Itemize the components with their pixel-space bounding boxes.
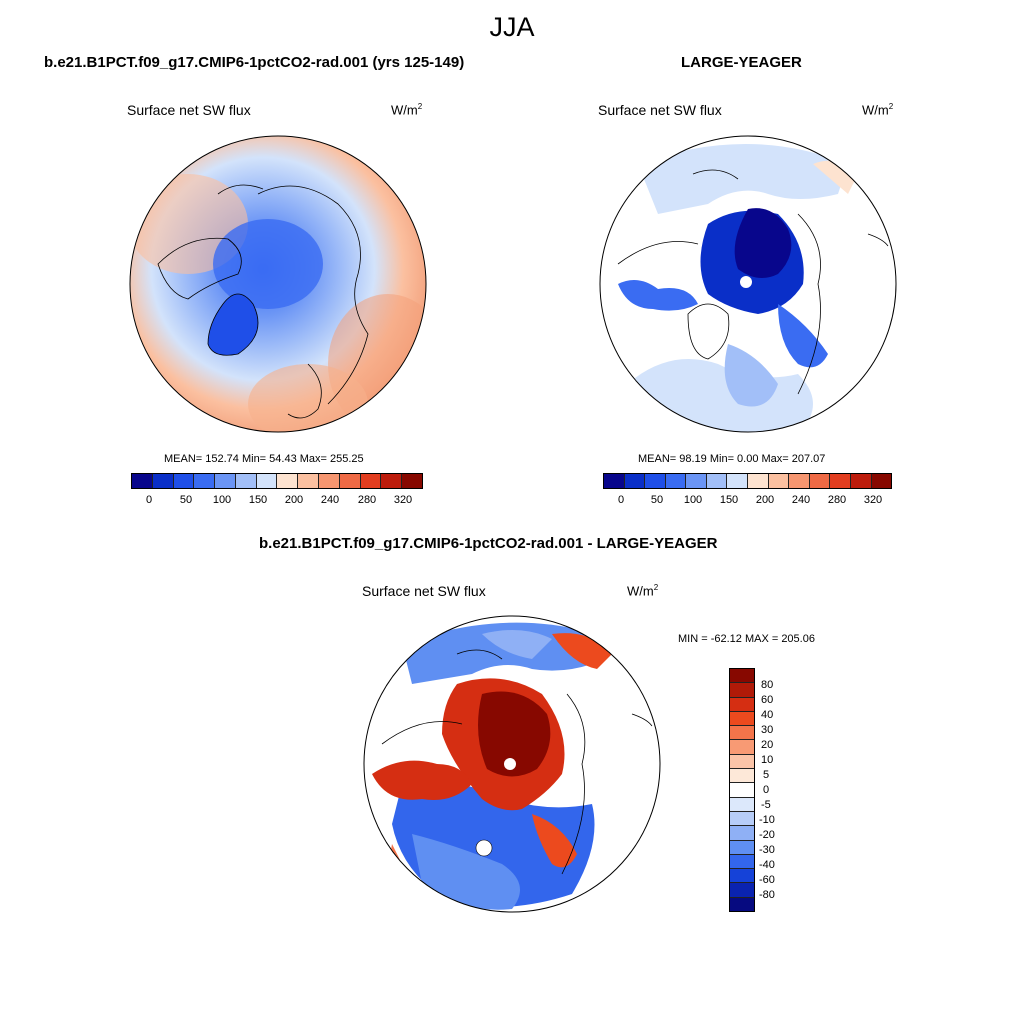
colorbar-cell <box>730 883 754 898</box>
colorbar-cell <box>730 740 754 755</box>
panel-1-stats: MEAN= 152.74 Min= 54.43 Max= 255.25 <box>164 453 364 465</box>
panel-1-units: W/m2 <box>391 102 423 118</box>
colorbar-cell <box>194 474 216 488</box>
panel-1-variable-label: Surface net SW flux <box>127 102 251 118</box>
colorbar-cell <box>277 474 299 488</box>
colorbar-cell <box>809 474 831 488</box>
colorbar-tick-label: 150 <box>719 494 739 506</box>
panel-2-title: LARGE-YEAGER <box>681 54 802 71</box>
colorbar-tick-label: 240 <box>791 494 811 506</box>
colorbar-cell <box>686 474 707 488</box>
colorbar-tick-label: 20 <box>761 739 774 751</box>
figure-suptitle: JJA <box>489 12 535 42</box>
colorbar-tick-label: -5 <box>761 799 771 811</box>
colorbar-tick-label: -20 <box>759 829 775 841</box>
colorbar-tick-label: -10 <box>759 814 775 826</box>
panel-2-stats: MEAN= 98.19 Min= 0.00 Max= 207.07 <box>638 453 826 465</box>
colorbar-cell <box>730 797 754 812</box>
colorbar-cell <box>871 474 892 488</box>
panel-1-title: b.e21.B1PCT.f09_g17.CMIP6-1pctCO2-rad.00… <box>44 54 465 71</box>
colorbar-tick-label: 10 <box>761 754 774 766</box>
colorbar-tick-label: 30 <box>761 724 774 736</box>
colorbar-cell <box>789 474 810 488</box>
colorbar-cell <box>768 474 790 488</box>
colorbar-tick-label: 0 <box>617 494 625 506</box>
colorbar-cell <box>152 474 174 488</box>
diff-panel-title: b.e21.B1PCT.f09_g17.CMIP6-1pctCO2-rad.00… <box>259 535 718 552</box>
colorbar-cell <box>319 474 340 488</box>
colorbar-tick-label: 320 <box>393 494 413 506</box>
colorbar-tick-label: 200 <box>755 494 775 506</box>
colorbar-cell <box>730 769 754 784</box>
colorbar-tick-label: 60 <box>761 694 774 706</box>
colorbar-tick-label: 240 <box>320 494 340 506</box>
panel-1-polar-map <box>129 135 427 433</box>
colorbar-tick-label: -60 <box>759 874 775 886</box>
colorbar-tick-label: 100 <box>212 494 232 506</box>
diff-panel-variable-label: Surface net SW flux <box>362 583 486 599</box>
colorbar-cell <box>730 754 754 770</box>
colorbar-cell <box>730 869 754 884</box>
colorbar-cell <box>402 474 422 488</box>
colorbar-cell <box>730 711 754 727</box>
colorbar-cell <box>730 669 754 684</box>
colorbar-tick-label: 0 <box>763 784 770 796</box>
colorbar-tick-label: 50 <box>650 494 664 506</box>
colorbar-tick-label: 100 <box>683 494 703 506</box>
panel-2-polar-map <box>599 135 897 433</box>
colorbar-cell <box>730 854 754 870</box>
colorbar-cell <box>730 783 754 798</box>
colorbar-tick-label: 200 <box>284 494 304 506</box>
colorbar-cell <box>730 826 754 841</box>
diff-panel-stats: MIN = -62.12 MAX = 205.06 <box>678 633 815 645</box>
panel-1-colorbar <box>131 473 423 489</box>
colorbar-cell <box>624 474 646 488</box>
colorbar-cell <box>730 897 754 912</box>
colorbar-cell <box>727 474 749 488</box>
colorbar-cell <box>730 697 754 712</box>
panel-2-units: W/m2 <box>862 102 894 118</box>
colorbar-tick-label: -40 <box>759 859 775 871</box>
colorbar-tick-label: 50 <box>179 494 193 506</box>
colorbar-cell <box>748 474 769 488</box>
colorbar-tick-label: 320 <box>863 494 883 506</box>
colorbar-cell <box>645 474 666 488</box>
colorbar-cell <box>730 726 754 741</box>
panel-2-variable-label: Surface net SW flux <box>598 102 722 118</box>
colorbar-cell <box>830 474 851 488</box>
colorbar-cell <box>339 474 361 488</box>
colorbar-tick-label: 280 <box>357 494 377 506</box>
colorbar-cell <box>381 474 403 488</box>
colorbar-cell <box>215 474 236 488</box>
colorbar-tick-label: 80 <box>761 679 774 691</box>
colorbar-cell <box>132 474 153 488</box>
colorbar-cell <box>235 474 257 488</box>
colorbar-tick-label: -80 <box>759 889 775 901</box>
colorbar-cell <box>850 474 872 488</box>
colorbar-cell <box>256 474 278 488</box>
colorbar-cell <box>604 474 625 488</box>
diff-panel-colorbar <box>729 668 755 912</box>
colorbar-tick-label: 40 <box>761 709 774 721</box>
colorbar-tick-label: 280 <box>827 494 847 506</box>
panel-2-colorbar <box>603 473 892 489</box>
colorbar-cell <box>665 474 687 488</box>
colorbar-tick-label: 150 <box>248 494 268 506</box>
colorbar-cell <box>173 474 195 488</box>
colorbar-cell <box>298 474 320 488</box>
colorbar-cell <box>360 474 382 488</box>
colorbar-tick-label: -30 <box>759 844 775 856</box>
colorbar-cell <box>730 840 754 855</box>
colorbar-tick-label: 0 <box>145 494 153 506</box>
colorbar-cell <box>730 811 754 827</box>
colorbar-tick-label: 5 <box>763 769 770 781</box>
diff-panel-polar-map <box>363 615 661 913</box>
diff-panel-units: W/m2 <box>627 583 659 599</box>
colorbar-cell <box>706 474 728 488</box>
colorbar-cell <box>730 683 754 698</box>
